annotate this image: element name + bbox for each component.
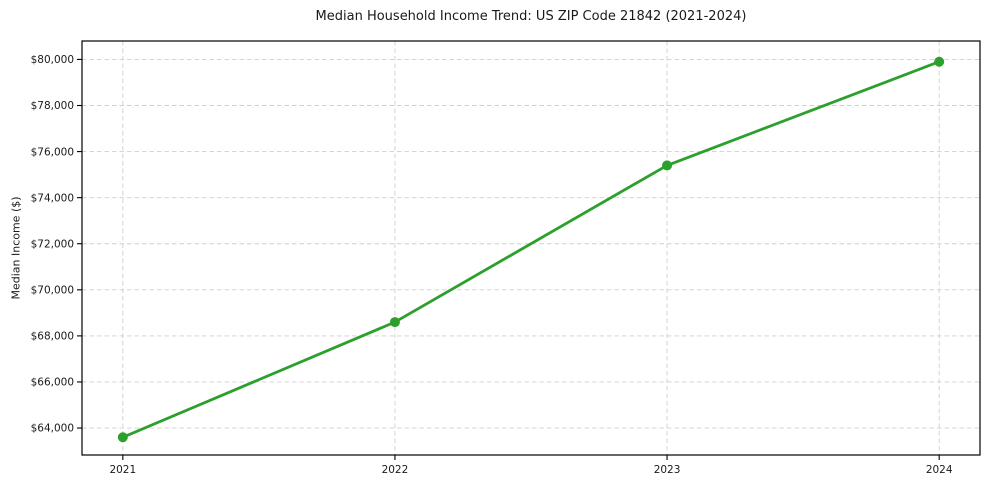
y-tick-label: $76,000	[31, 146, 74, 158]
y-tick-label: $66,000	[31, 377, 74, 389]
x-tick-label: 2024	[926, 464, 953, 476]
y-tick-label: $72,000	[31, 238, 74, 250]
x-tick-label: 2022	[382, 464, 409, 476]
x-tick-label: 2023	[654, 464, 681, 476]
chart-title: Median Household Income Trend: US ZIP Co…	[315, 9, 747, 24]
y-tick-label: $70,000	[31, 285, 74, 297]
y-tick-label: $80,000	[31, 54, 74, 66]
data-point-2024	[934, 56, 945, 67]
plot-border	[81, 40, 981, 456]
y-tick-label: $74,000	[31, 192, 74, 204]
y-tick-label: $68,000	[31, 331, 74, 343]
y-tick-label: $78,000	[31, 100, 74, 112]
x-tick-label: 2021	[109, 464, 136, 476]
data-point-2023	[662, 160, 673, 171]
data-point-2021	[117, 432, 128, 443]
y-tick-label: $64,000	[31, 423, 74, 435]
trend-line	[121, 60, 941, 439]
plot-background	[82, 41, 980, 455]
data-point-2022	[389, 317, 400, 328]
